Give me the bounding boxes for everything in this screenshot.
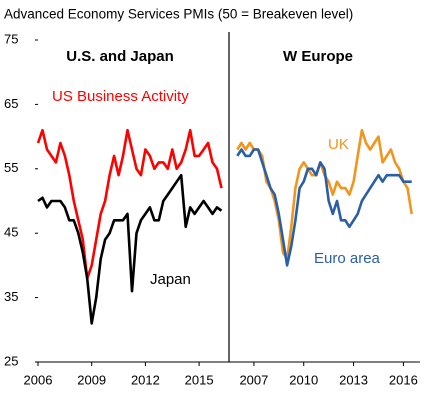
series-label: UK: [328, 136, 349, 153]
series-line: [36, 128, 223, 280]
panel-title: U.S. and Japan: [66, 48, 174, 65]
series-label: Euro area: [314, 250, 381, 267]
x-tick-label: 2015: [185, 372, 214, 387]
y-tick-label: 25: [4, 353, 18, 368]
panel-title: W Europe: [283, 48, 353, 65]
x-tick-label: 2009: [77, 372, 106, 387]
chart-title: Advanced Economy Services PMIs (50 = Bre…: [4, 7, 353, 22]
y-tick-label: 35: [4, 289, 18, 304]
series-label: US Business Activity: [52, 88, 189, 105]
y-tick-label: 75: [4, 31, 18, 46]
series-line: [236, 148, 412, 267]
series-label: Japan: [150, 271, 191, 288]
series-line: [236, 128, 413, 261]
x-tick-label: 2007: [239, 372, 268, 387]
x-tick-label: 2012: [131, 372, 160, 387]
x-tick-label: 2016: [389, 372, 418, 387]
x-tick-label: 2010: [289, 372, 318, 387]
series-line: [37, 173, 223, 325]
y-tick-label: 45: [4, 225, 18, 240]
x-tick-label: 2013: [339, 372, 368, 387]
y-tick-label: 55: [4, 160, 18, 175]
x-tick-label: 2006: [24, 372, 53, 387]
y-tick-label: 65: [4, 96, 18, 111]
